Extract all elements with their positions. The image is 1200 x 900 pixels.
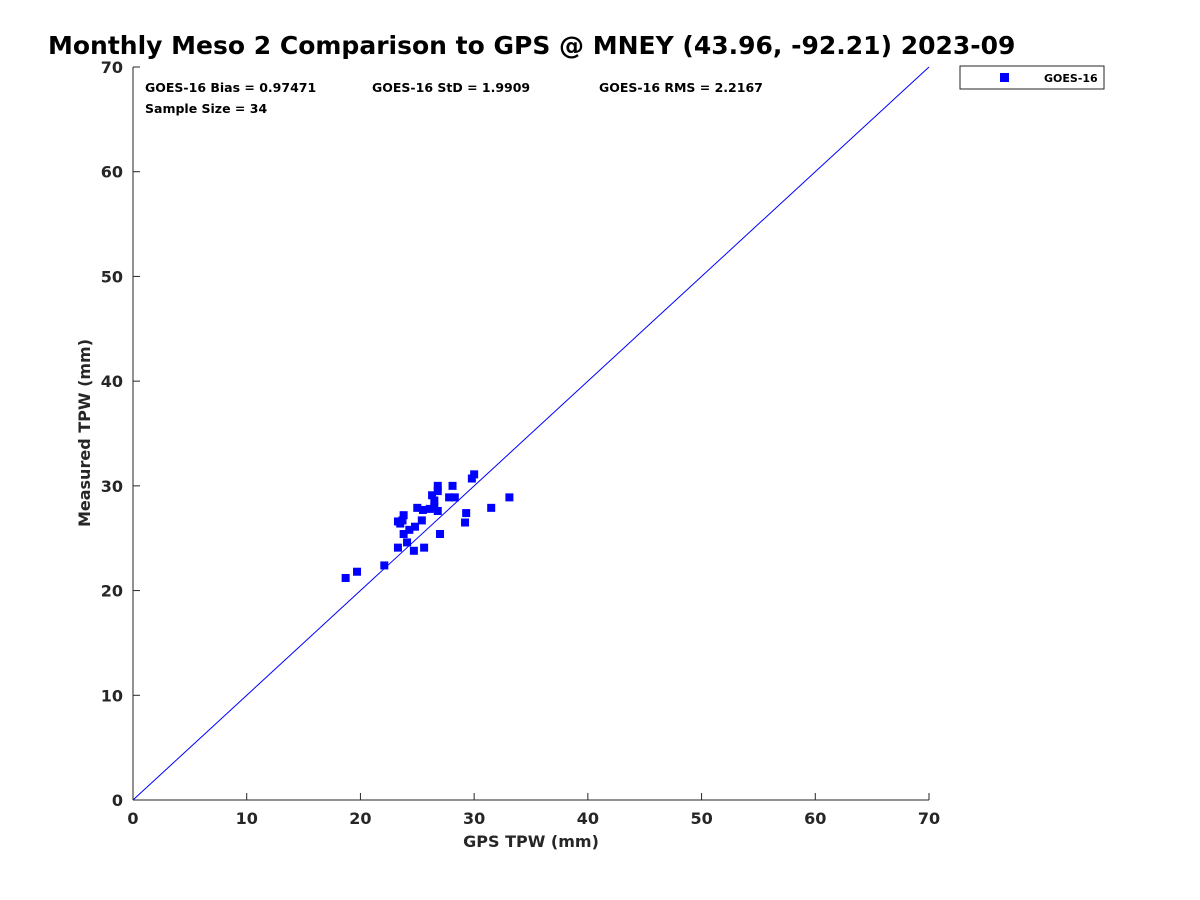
x-tick-label: 10 <box>236 809 258 828</box>
data-point <box>433 487 442 496</box>
data-point <box>436 530 445 539</box>
y-axis-ticks: 0 10 20 30 40 50 60 70 <box>101 58 140 810</box>
x-axis-label: GPS TPW (mm) <box>463 832 599 851</box>
data-point <box>411 522 420 531</box>
bias-annotation: GOES-16 Bias = 0.97471 <box>145 80 316 95</box>
legend-box <box>959 65 1105 90</box>
data-point <box>425 504 434 513</box>
data-point <box>430 496 439 505</box>
chart-title: Monthly Meso 2 Comparison to GPS @ MNEY … <box>48 31 1015 60</box>
y-tick-label: 20 <box>101 582 123 601</box>
x-tick-label: 70 <box>918 809 940 828</box>
data-point <box>433 481 442 490</box>
x-tick-label: 30 <box>463 809 485 828</box>
std-annotation: GOES-16 StD = 1.9909 <box>372 80 530 95</box>
y-tick-label: 0 <box>112 791 123 810</box>
data-point <box>505 493 514 502</box>
data-point <box>341 574 350 583</box>
sample-size-annotation: Sample Size = 34 <box>145 101 267 116</box>
x-tick-label: 0 <box>127 809 138 828</box>
data-point <box>398 516 407 525</box>
legend: GOES-16 <box>959 65 1105 90</box>
rms-annotation: GOES-16 RMS = 2.2167 <box>599 80 763 95</box>
data-point <box>393 543 402 552</box>
y-tick-label: 60 <box>101 163 123 182</box>
data-point <box>448 481 457 490</box>
data-point <box>380 561 389 570</box>
data-point <box>467 474 476 483</box>
data-point <box>417 516 426 525</box>
data-point <box>450 493 459 502</box>
x-tick-label: 40 <box>577 809 599 828</box>
data-point <box>462 509 471 518</box>
data-point <box>413 503 422 512</box>
data-point <box>405 525 414 534</box>
y-axis-label: Measured TPW (mm) <box>75 339 94 527</box>
data-point <box>399 530 408 539</box>
data-point <box>353 567 362 576</box>
data-point <box>399 511 408 520</box>
y-tick-label: 40 <box>101 372 123 391</box>
legend-label-goes-16: GOES-16 <box>1044 72 1098 85</box>
y-tick-label: 30 <box>101 477 123 496</box>
scatter-points <box>341 470 514 583</box>
data-point <box>418 505 427 514</box>
data-point <box>487 503 496 512</box>
data-point <box>433 506 442 515</box>
data-point <box>445 493 454 502</box>
y-tick-label: 70 <box>101 58 123 77</box>
x-tick-label: 60 <box>804 809 826 828</box>
data-point <box>403 538 412 547</box>
x-tick-label: 20 <box>349 809 371 828</box>
legend-marker-goes-16 <box>1000 73 1009 82</box>
data-point <box>461 518 470 527</box>
x-axis-ticks: 0 10 20 30 40 50 60 70 <box>127 793 940 828</box>
data-point <box>470 470 479 479</box>
data-point <box>428 491 437 500</box>
y-tick-label: 50 <box>101 267 123 286</box>
y-tick-label: 10 <box>101 686 123 705</box>
one-to-one-reference-line <box>132 66 930 801</box>
plot-area: 0 10 20 30 40 50 60 70 0 10 20 30 40 50 60 70 <box>101 58 940 828</box>
data-point <box>430 502 439 511</box>
data-point <box>409 546 418 555</box>
x-tick-label: 50 <box>690 809 712 828</box>
data-point <box>420 543 429 552</box>
